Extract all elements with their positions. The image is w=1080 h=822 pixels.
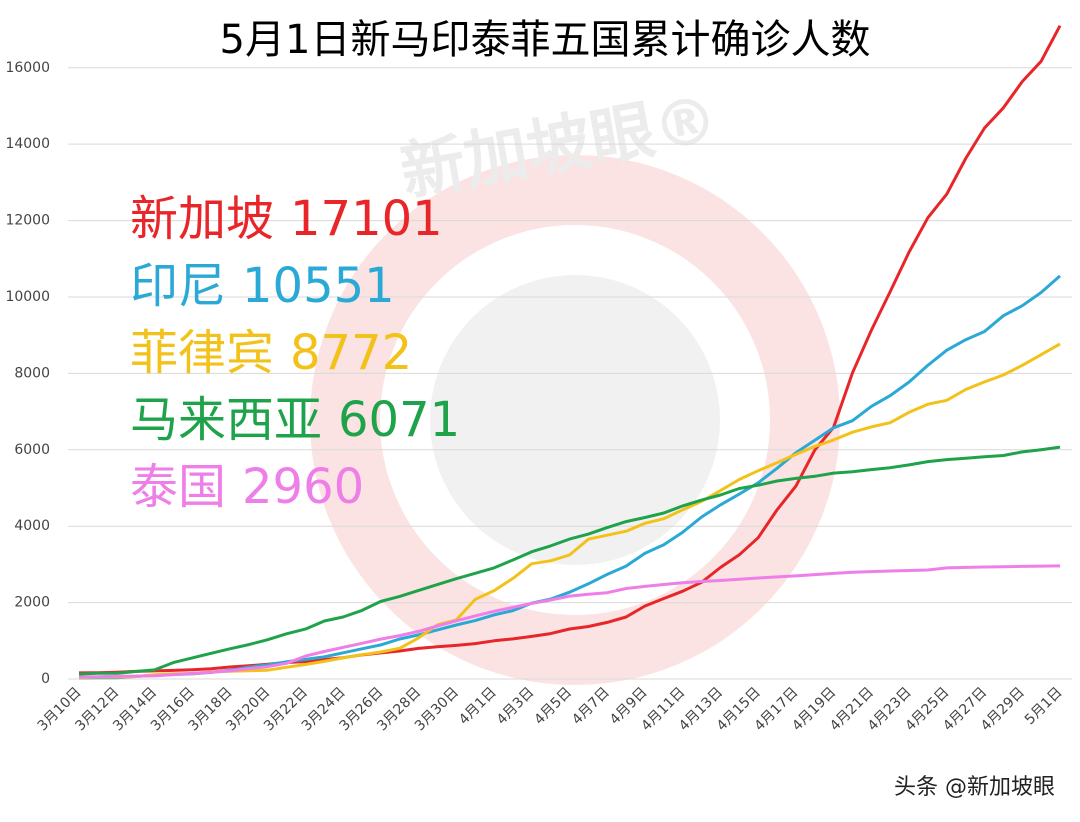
legend-name: 新加坡 xyxy=(130,191,274,247)
legend-entry: 菲律宾 8772 xyxy=(130,325,412,381)
legend-entry: 马来西亚 6071 xyxy=(130,392,460,448)
y-tick-label: 6000 xyxy=(14,442,50,458)
y-tick-label: 16000 xyxy=(5,60,50,76)
x-tick-label: 4月5日 xyxy=(531,684,575,728)
chart-title: 5月1日新马印泰菲五国累计确诊人数 xyxy=(220,17,871,63)
y-tick-label: 10000 xyxy=(5,289,50,305)
legend-entry: 泰国 2960 xyxy=(130,459,364,515)
y-tick-label: 0 xyxy=(41,671,50,687)
watermark-logo xyxy=(310,155,840,685)
legend-name: 印尼 xyxy=(130,258,226,314)
x-tick-label: 4月7日 xyxy=(569,684,613,728)
series-line xyxy=(78,342,1061,680)
legend-name: 泰国 xyxy=(130,459,226,515)
series-line xyxy=(78,564,1061,679)
y-tick-label: 4000 xyxy=(14,518,50,534)
legend-value: 10551 xyxy=(242,258,395,314)
y-tick-label: 8000 xyxy=(14,365,50,381)
legend-value: 8772 xyxy=(290,325,412,381)
x-tick-label: 4月1日 xyxy=(456,684,500,728)
legend-value: 17101 xyxy=(290,191,443,247)
series-line xyxy=(78,445,1061,676)
footer: 头条 @新加坡眼 xyxy=(894,775,1055,800)
legend-value: 2960 xyxy=(242,459,364,515)
x-tick-label: 4月3日 xyxy=(494,684,538,728)
y-tick-label: 14000 xyxy=(5,136,50,152)
watermark-logo xyxy=(430,275,720,565)
y-tick-label: 2000 xyxy=(14,595,50,611)
x-tick-label: 5月1日 xyxy=(1022,684,1066,728)
legend-name: 菲律宾 xyxy=(130,325,274,381)
series-line xyxy=(78,24,1062,675)
legend-name: 马来西亚 xyxy=(130,392,322,448)
legend-entry: 印尼 10551 xyxy=(130,258,395,314)
y-tick-label: 12000 xyxy=(5,213,50,229)
legend-value: 6071 xyxy=(338,392,460,448)
legend-entry: 新加坡 17101 xyxy=(130,191,443,247)
